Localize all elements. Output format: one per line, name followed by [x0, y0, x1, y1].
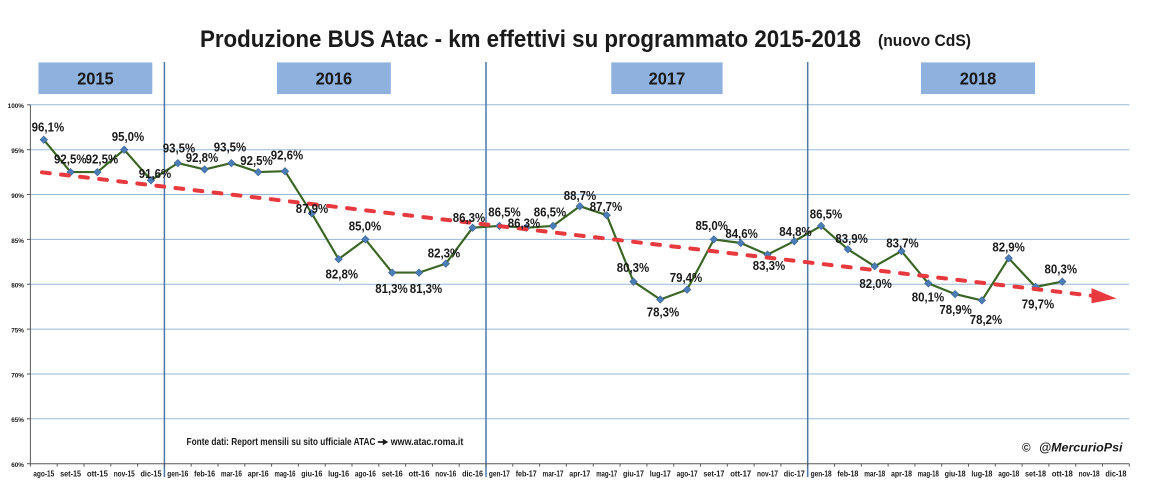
svg-text:100%: 100%: [8, 103, 25, 110]
svg-text:90%: 90%: [11, 193, 24, 200]
svg-text:83,9%: 83,9%: [835, 231, 868, 246]
svg-text:86,3%: 86,3%: [453, 210, 486, 225]
svg-text:2015: 2015: [77, 69, 114, 89]
svg-text:95,0%: 95,0%: [112, 129, 145, 144]
svg-text:mar-16: mar-16: [221, 469, 242, 478]
svg-text:apr-17: apr-17: [569, 469, 590, 478]
svg-text:79,4%: 79,4%: [670, 270, 703, 285]
svg-text:nov-17: nov-17: [757, 469, 778, 478]
svg-text:ott-18: ott-18: [1052, 469, 1073, 478]
svg-text:giu-17: giu-17: [623, 469, 644, 478]
svg-text:86,5%: 86,5%: [810, 207, 843, 222]
svg-text:mag-18: mag-18: [918, 469, 939, 478]
svg-text:ott-15: ott-15: [87, 469, 108, 478]
svg-text:set-15: set-15: [60, 469, 81, 478]
svg-text:feb-16: feb-16: [194, 469, 215, 478]
svg-text:82,8%: 82,8%: [326, 266, 359, 281]
svg-text:60%: 60%: [11, 462, 24, 469]
svg-text:85,0%: 85,0%: [695, 218, 728, 233]
svg-text:mar-18: mar-18: [864, 469, 885, 478]
svg-text:80,3%: 80,3%: [1045, 261, 1078, 276]
svg-text:82,9%: 82,9%: [992, 239, 1025, 254]
svg-text:set-16: set-16: [382, 469, 403, 478]
svg-text:82,0%: 82,0%: [859, 276, 892, 291]
svg-text:ott-16: ott-16: [409, 469, 430, 478]
svg-text:93,5%: 93,5%: [214, 140, 247, 155]
svg-text:ago-18: ago-18: [998, 469, 1019, 478]
svg-text:feb-17: feb-17: [516, 469, 537, 478]
svg-text:81,3%: 81,3%: [410, 281, 443, 296]
svg-text:86,3%: 86,3%: [508, 216, 541, 231]
svg-text:ago-16: ago-16: [355, 469, 376, 478]
svg-text:70%: 70%: [11, 372, 24, 379]
svg-text:86,5%: 86,5%: [488, 204, 521, 219]
svg-text:95%: 95%: [11, 148, 24, 155]
svg-text:mag-17: mag-17: [596, 469, 617, 478]
svg-text:92,8%: 92,8%: [186, 150, 219, 165]
svg-text:lug-17: lug-17: [650, 469, 671, 478]
svg-text:80,1%: 80,1%: [912, 289, 945, 304]
svg-text:81,3%: 81,3%: [375, 281, 408, 296]
svg-text:93,5%: 93,5%: [163, 140, 196, 155]
svg-text:mag-16: mag-16: [275, 469, 296, 478]
svg-text:Fonte dati: Report mensili su: Fonte dati: Report mensili su sito uffic…: [187, 437, 377, 448]
svg-text:dic-17: dic-17: [784, 469, 805, 478]
svg-text:mar-17: mar-17: [543, 469, 564, 478]
svg-text:©: ©: [1022, 442, 1031, 455]
svg-text:85%: 85%: [11, 238, 24, 245]
svg-text:giu-18: giu-18: [945, 469, 966, 478]
svg-text:apr-18: apr-18: [891, 469, 912, 478]
svg-text:lug-18: lug-18: [971, 469, 992, 478]
svg-text:91,6%: 91,6%: [139, 166, 172, 181]
svg-text:92,6%: 92,6%: [271, 148, 304, 163]
svg-text:dic-18: dic-18: [1105, 469, 1126, 478]
svg-text:ott-17: ott-17: [730, 469, 751, 478]
svg-text:ago-15: ago-15: [33, 469, 54, 478]
svg-text:80,3%: 80,3%: [617, 260, 650, 275]
svg-text:65%: 65%: [11, 417, 24, 424]
svg-text:83,3%: 83,3%: [753, 258, 786, 273]
svg-text:92,5%: 92,5%: [54, 151, 87, 166]
svg-text:80%: 80%: [11, 283, 24, 290]
svg-text:lug-16: lug-16: [328, 469, 349, 478]
svg-text:84,8%: 84,8%: [779, 224, 812, 239]
svg-text:nov-15: nov-15: [114, 469, 135, 478]
svg-text:apr-16: apr-16: [248, 469, 269, 478]
svg-text:feb-18: feb-18: [837, 469, 858, 478]
svg-text:87,7%: 87,7%: [590, 199, 623, 214]
svg-text:set-18: set-18: [1025, 469, 1046, 478]
svg-text:2016: 2016: [316, 69, 353, 89]
svg-text:78,3%: 78,3%: [647, 304, 680, 319]
svg-text:75%: 75%: [11, 328, 24, 335]
svg-text:78,9%: 78,9%: [939, 302, 972, 317]
svg-text:2018: 2018: [960, 69, 997, 89]
svg-text:gen-17: gen-17: [489, 469, 510, 478]
svg-text:92,5%: 92,5%: [240, 153, 273, 168]
svg-text:www.atac.roma.it: www.atac.roma.it: [390, 437, 464, 448]
svg-text:nov-16: nov-16: [435, 469, 456, 478]
svg-text:79,7%: 79,7%: [1022, 297, 1055, 312]
svg-text:86,5%: 86,5%: [534, 204, 567, 219]
svg-text:giu-16: giu-16: [301, 469, 322, 478]
svg-text:87,9%: 87,9%: [296, 201, 329, 216]
svg-text:dic-16: dic-16: [462, 469, 483, 478]
svg-text:84,6%: 84,6%: [725, 226, 758, 241]
svg-text:96,1%: 96,1%: [32, 119, 65, 134]
svg-text:78,2%: 78,2%: [970, 312, 1003, 327]
svg-text:92,5%: 92,5%: [86, 151, 119, 166]
svg-text:Produzione BUS Atac - km effe: Produzione BUS Atac - km effettivi su pr…: [200, 26, 861, 53]
svg-text:82,3%: 82,3%: [428, 245, 461, 260]
svg-text:dic-15: dic-15: [141, 469, 162, 478]
svg-text:88,7%: 88,7%: [564, 188, 597, 203]
svg-text:2017: 2017: [649, 69, 686, 89]
svg-text:set-17: set-17: [703, 469, 724, 478]
svg-text:nov-18: nov-18: [1079, 469, 1100, 478]
svg-text:gen-16: gen-16: [167, 469, 188, 478]
svg-text:83,7%: 83,7%: [886, 236, 919, 251]
svg-text:ago-17: ago-17: [677, 469, 698, 478]
svg-text:(nuovo CdS): (nuovo CdS): [878, 31, 971, 50]
svg-text:gen-18: gen-18: [811, 469, 832, 478]
svg-text:85,0%: 85,0%: [349, 218, 382, 233]
svg-text:@MercurioPsi: @MercurioPsi: [1039, 442, 1123, 455]
